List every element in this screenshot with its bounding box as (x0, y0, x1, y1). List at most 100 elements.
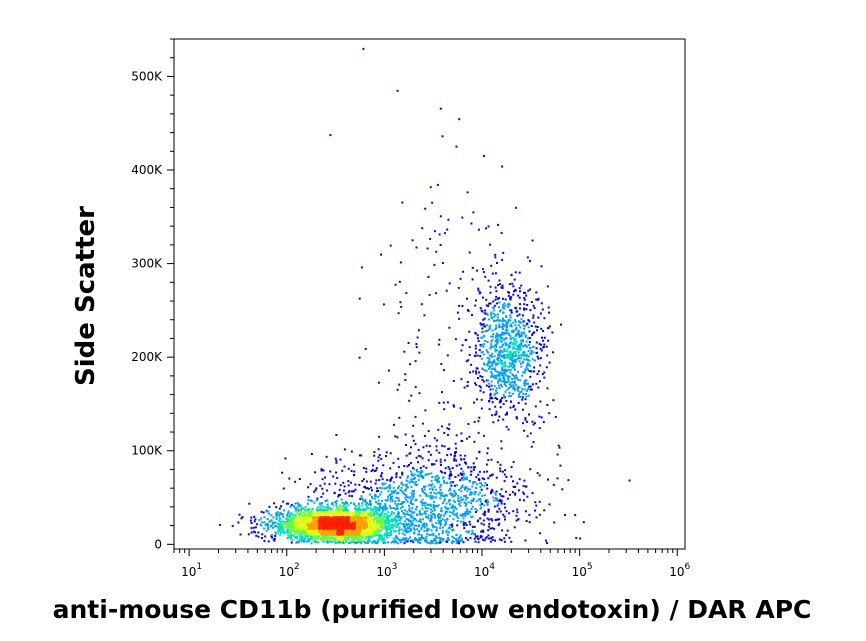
data-point (343, 516, 345, 519)
data-point (374, 524, 377, 527)
data-point (375, 531, 378, 534)
data-point (520, 318, 523, 321)
data-point (466, 490, 469, 493)
data-point (330, 531, 333, 534)
data-point (362, 527, 365, 530)
data-point (461, 344, 464, 347)
data-point (319, 517, 322, 520)
data-point (445, 502, 448, 505)
data-point (393, 541, 396, 544)
data-point (439, 489, 442, 491)
data-point (503, 302, 506, 305)
data-point (429, 453, 432, 456)
data-point (388, 494, 391, 496)
data-point (413, 490, 415, 493)
data-point (384, 541, 387, 544)
data-point (293, 533, 296, 535)
data-point (515, 374, 518, 377)
data-point (520, 331, 523, 334)
data-point (501, 284, 504, 287)
data-point (360, 513, 363, 516)
data-point (352, 524, 355, 527)
data-point (528, 385, 531, 388)
data-point (502, 338, 505, 341)
data-point (377, 490, 379, 492)
data-point (521, 353, 524, 356)
data-point (557, 444, 560, 447)
data-point (539, 400, 542, 403)
data-point (351, 534, 354, 537)
data-point (541, 308, 544, 311)
data-point (302, 507, 305, 510)
data-point (477, 431, 480, 434)
data-point (473, 493, 476, 496)
data-point (403, 350, 406, 353)
data-point (335, 502, 338, 505)
data-point (309, 499, 312, 502)
data-point (327, 518, 330, 521)
data-point (410, 478, 413, 481)
data-point (359, 527, 362, 530)
data-point (513, 382, 516, 385)
data-point (362, 522, 364, 525)
data-point (315, 499, 318, 502)
data-point (539, 357, 542, 360)
data-point (503, 473, 506, 476)
data-point (394, 489, 397, 492)
data-point (359, 539, 362, 542)
data-point (356, 522, 359, 525)
data-point (469, 488, 472, 491)
data-point (494, 340, 497, 343)
data-point (358, 502, 360, 505)
data-point (439, 458, 442, 461)
data-point (405, 537, 408, 540)
data-point (481, 484, 483, 487)
data-point (311, 519, 314, 522)
data-point (497, 419, 500, 422)
data-point (349, 529, 352, 532)
data-point (446, 354, 449, 357)
data-point (455, 515, 458, 518)
data-point (352, 530, 355, 533)
data-point (475, 372, 478, 375)
data-point (541, 336, 543, 339)
data-point (429, 186, 432, 189)
data-point (523, 358, 526, 361)
data-point (287, 519, 290, 522)
data-point (431, 542, 434, 545)
data-point (543, 509, 546, 512)
data-point (397, 511, 400, 514)
data-point (548, 311, 550, 314)
data-point (511, 491, 514, 494)
data-point (492, 312, 495, 315)
data-point (524, 402, 527, 405)
data-point (338, 513, 341, 516)
data-point (397, 542, 400, 545)
data-point (439, 521, 441, 524)
data-point (446, 454, 449, 457)
data-point (528, 521, 531, 524)
data-point (365, 503, 368, 506)
data-point (515, 354, 518, 357)
data-point (484, 312, 487, 315)
data-point (574, 514, 577, 517)
data-point (411, 497, 414, 500)
data-point (381, 507, 384, 509)
data-point (412, 527, 415, 530)
data-point (349, 528, 352, 531)
data-point (532, 345, 535, 348)
data-point (498, 384, 500, 387)
data-point (387, 521, 390, 524)
data-point (389, 507, 392, 510)
data-point (446, 540, 449, 543)
data-point (357, 516, 360, 519)
data-point (423, 522, 426, 525)
data-point (355, 517, 358, 520)
data-point (459, 504, 462, 507)
data-point (350, 524, 353, 527)
data-point (289, 505, 292, 508)
data-point (466, 381, 469, 383)
data-point (490, 375, 493, 378)
data-point (547, 306, 550, 309)
